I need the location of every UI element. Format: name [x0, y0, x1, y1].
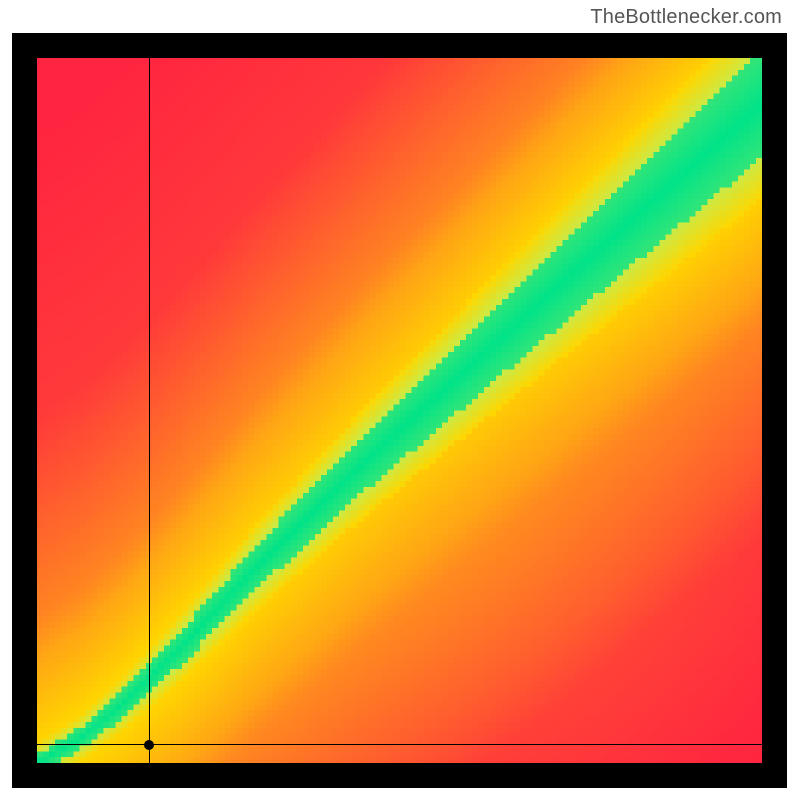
watermark-text: TheBottlenecker.com [590, 6, 782, 29]
crosshair-vertical [149, 58, 150, 763]
chart-container: TheBottlenecker.com [0, 0, 800, 800]
heatmap-canvas [37, 58, 762, 763]
crosshair-marker-icon [144, 740, 154, 750]
